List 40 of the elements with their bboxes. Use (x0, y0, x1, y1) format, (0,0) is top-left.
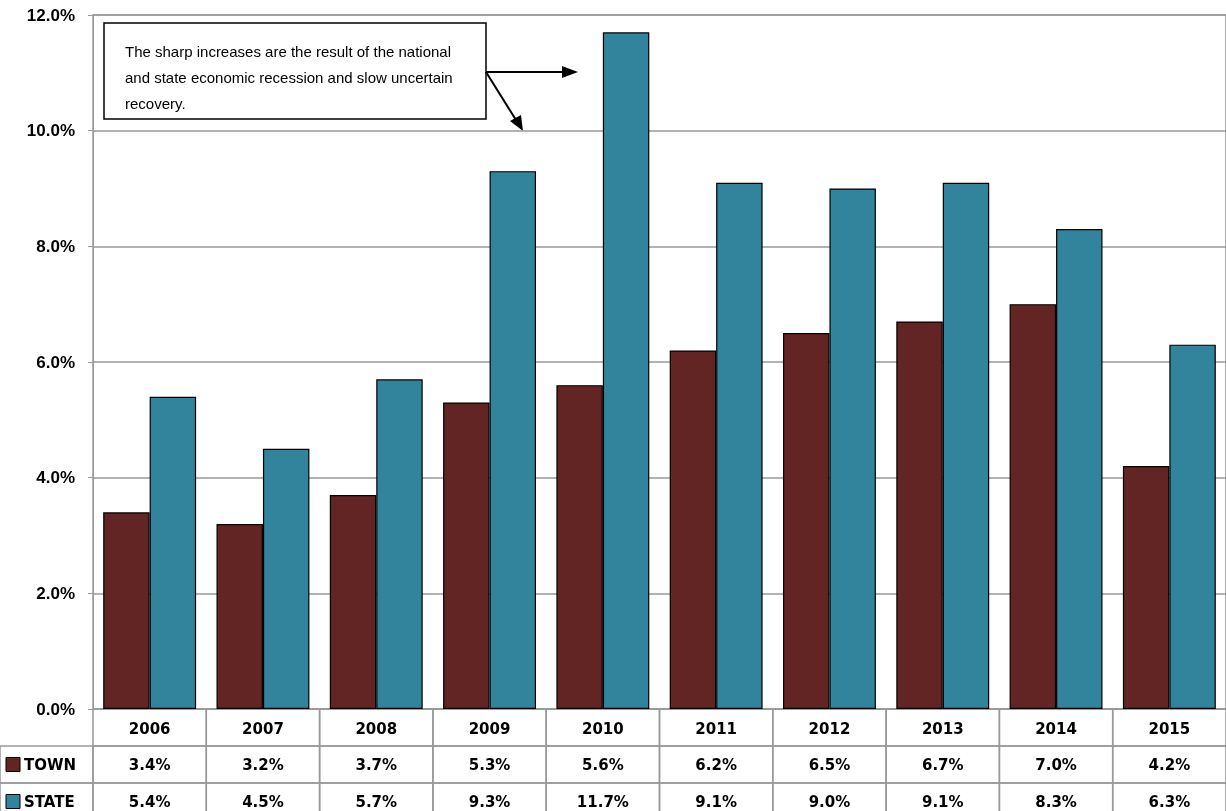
data-label: 5.7% (355, 792, 398, 811)
data-label: 9.1% (921, 792, 964, 811)
y-tick-label: 4.0% (36, 468, 75, 488)
data-label: 3.7% (355, 755, 398, 774)
y-tick-label: 0.0% (36, 699, 75, 719)
data-label: 6.3% (1148, 792, 1191, 811)
data-label: 11.7% (576, 792, 629, 811)
data-label: 9.3% (468, 792, 511, 811)
data-label: 6.2% (695, 755, 737, 774)
data-label: 3.4% (128, 755, 171, 774)
y-tick-label: 8.0% (36, 236, 75, 256)
x-tick-label: 2009 (468, 719, 511, 738)
x-tick-label: 2012 (808, 719, 851, 738)
x-tick-label: 2007 (242, 719, 284, 738)
data-label: 9.1% (695, 792, 737, 811)
x-tick-label: 2011 (695, 719, 738, 738)
y-tick-label: 2.0% (36, 583, 75, 603)
y-tick-label: 6.0% (36, 352, 75, 372)
data-label: 5.4% (128, 792, 171, 811)
legend-label: TOWN (24, 755, 77, 774)
x-tick-label: 2015 (1148, 719, 1191, 738)
y-tick-label: 12.0% (26, 5, 75, 25)
data-label: 4.5% (242, 792, 284, 811)
data-label: 6.5% (808, 755, 851, 774)
y-tick-label: 10.0% (26, 121, 75, 141)
x-tick-label: 2006 (128, 719, 171, 738)
data-label: 5.6% (582, 755, 624, 774)
x-tick-label: 2014 (1035, 719, 1077, 738)
x-tick-label: 2008 (355, 719, 398, 738)
data-label: 8.3% (1035, 792, 1077, 811)
legend-label: STATE (24, 792, 75, 811)
data-label: 3.2% (242, 755, 284, 774)
data-label: 5.3% (468, 755, 511, 774)
data-label: 9.0% (808, 792, 851, 811)
x-tick-label: 2010 (581, 719, 624, 738)
data-label: 4.2% (1148, 755, 1191, 774)
data-label: 7.0% (1035, 755, 1077, 774)
annotation: The sharp increases are the result of the national and state economic recession and slow uncertain recovery. (125, 42, 457, 112)
x-tick-label: 2013 (921, 719, 964, 738)
data-label: 6.7% (921, 755, 964, 774)
